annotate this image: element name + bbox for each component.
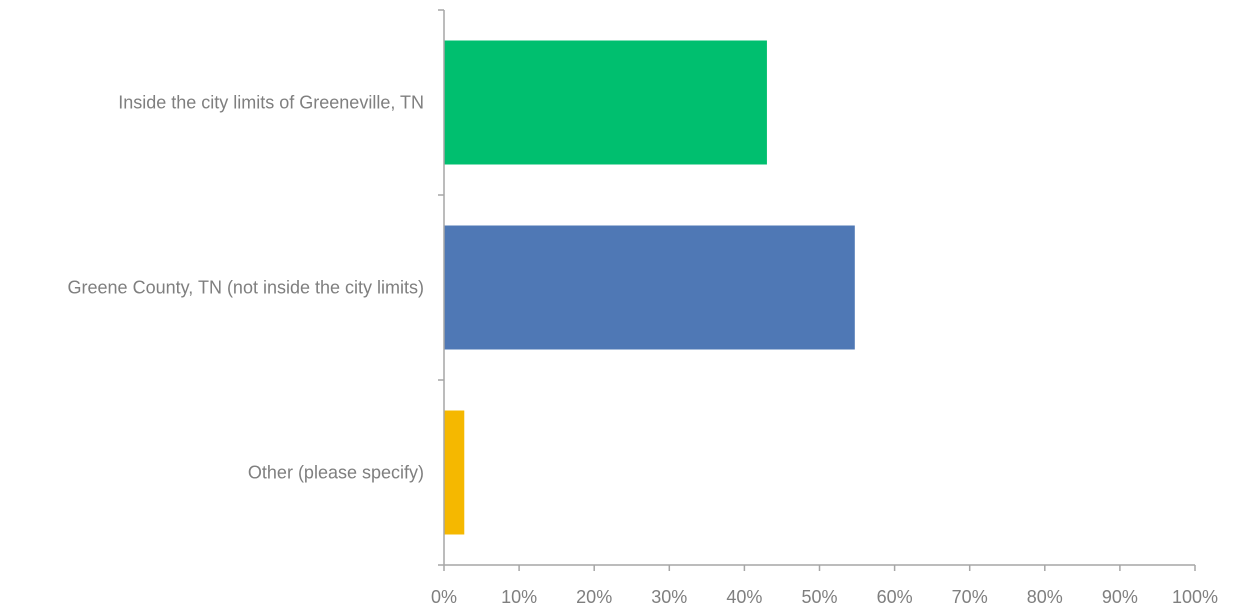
x-tick-label-40pct: 40% bbox=[726, 587, 762, 607]
category-label-1: Inside the city limits of Greeneville, T… bbox=[118, 93, 424, 113]
category-label-2: Greene County, TN (not inside the city l… bbox=[68, 278, 424, 298]
x-tick-label-10pct: 10% bbox=[501, 587, 537, 607]
bars-layer bbox=[444, 40, 855, 535]
x-tick-label-20pct: 20% bbox=[576, 587, 612, 607]
labels-layer: Inside the city limits of Greeneville, T… bbox=[68, 93, 1218, 608]
x-tick-label-30pct: 30% bbox=[651, 587, 687, 607]
category-label-3: Other (please specify) bbox=[248, 463, 424, 483]
x-tick-label-100pct: 100% bbox=[1172, 587, 1218, 607]
x-tick-label-50pct: 50% bbox=[801, 587, 837, 607]
axis-layer bbox=[438, 9, 1196, 571]
bar-3 bbox=[444, 410, 465, 535]
x-tick-label-90pct: 90% bbox=[1102, 587, 1138, 607]
bar-2 bbox=[444, 225, 855, 350]
x-tick-label-0pct: 0% bbox=[431, 587, 457, 607]
bar-1 bbox=[444, 40, 767, 165]
x-tick-label-70pct: 70% bbox=[952, 587, 988, 607]
x-tick-label-60pct: 60% bbox=[877, 587, 913, 607]
x-tick-label-80pct: 80% bbox=[1027, 587, 1063, 607]
